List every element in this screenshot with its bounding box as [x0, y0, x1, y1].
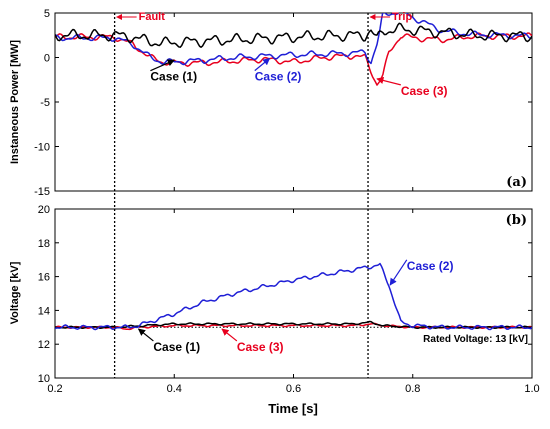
y-tick-label-a: 5 — [44, 8, 50, 20]
y-tick-label-b: 20 — [38, 204, 50, 216]
y-tick-label-a: 0 — [44, 53, 50, 65]
series-line-case-1 — [55, 22, 532, 48]
y-tick-label-b: 10 — [38, 373, 50, 385]
panel-label-b: (b) — [506, 213, 527, 228]
x-tick-label: 1.0 — [524, 383, 539, 395]
rated-voltage-label: Rated Voltage: 13 [kV] — [423, 334, 528, 345]
annotation-arrow — [137, 328, 154, 342]
annotation-label: Case (2) — [255, 70, 302, 84]
annotation-arrow — [221, 328, 238, 342]
annotation-arrow — [389, 259, 408, 286]
x-tick-label: 0.2 — [47, 383, 62, 395]
panel-a-series — [55, 13, 532, 86]
series-line-case-2 — [55, 262, 532, 331]
annotation-arrow — [150, 59, 175, 72]
event-label: Fault — [139, 11, 166, 23]
panel-b-series — [55, 262, 532, 331]
annotation-label: Case (1) — [153, 340, 200, 354]
panel-b-axes: 10 12 14 16 18 20 0.2 0.4 0.6 0.8 1.0 — [38, 204, 540, 395]
case-annotations: Case (1) Case (2) Case (3) Case (1) Case (3)… — [137, 57, 454, 354]
event-label: Trip — [392, 11, 412, 23]
annotation-arrow — [376, 76, 401, 86]
x-tick-label: 0.6 — [286, 383, 301, 395]
x-tick-label: 0.4 — [167, 383, 182, 395]
x-axis-label: Time [s] — [268, 401, 318, 416]
annotation-label: Case (3) — [401, 84, 448, 98]
y-tick-label-b: 12 — [38, 339, 50, 351]
annotation-label: Case (1) — [150, 70, 197, 84]
y-tick-label-a: -15 — [34, 186, 50, 198]
event-markers: Fault Trip — [113, 11, 412, 378]
y-tick-label-a: -5 — [40, 97, 50, 109]
y-tick-label-b: 18 — [38, 238, 50, 250]
y-tick-label-b: 14 — [38, 305, 50, 317]
annotation-label: Case (3) — [237, 340, 284, 354]
y-axis-label-a: Instaneous Power [MW] — [9, 40, 21, 164]
annotation-label: Case (2) — [407, 259, 454, 273]
y-tick-label-a: -10 — [34, 142, 50, 154]
y-tick-label-b: 16 — [38, 272, 50, 284]
series-line-case-2 — [55, 13, 532, 66]
panel-b-frame — [54, 208, 533, 379]
y-axis-label-b: Voltage [kV] — [9, 261, 21, 324]
panel-a-axes: -15 -10 -5 0 5 — [34, 8, 533, 198]
annotation-arrow — [254, 57, 271, 72]
x-tick-label: 0.8 — [405, 383, 420, 395]
panel-label-a: (a) — [506, 175, 527, 190]
series-line-case-3 — [55, 32, 532, 86]
